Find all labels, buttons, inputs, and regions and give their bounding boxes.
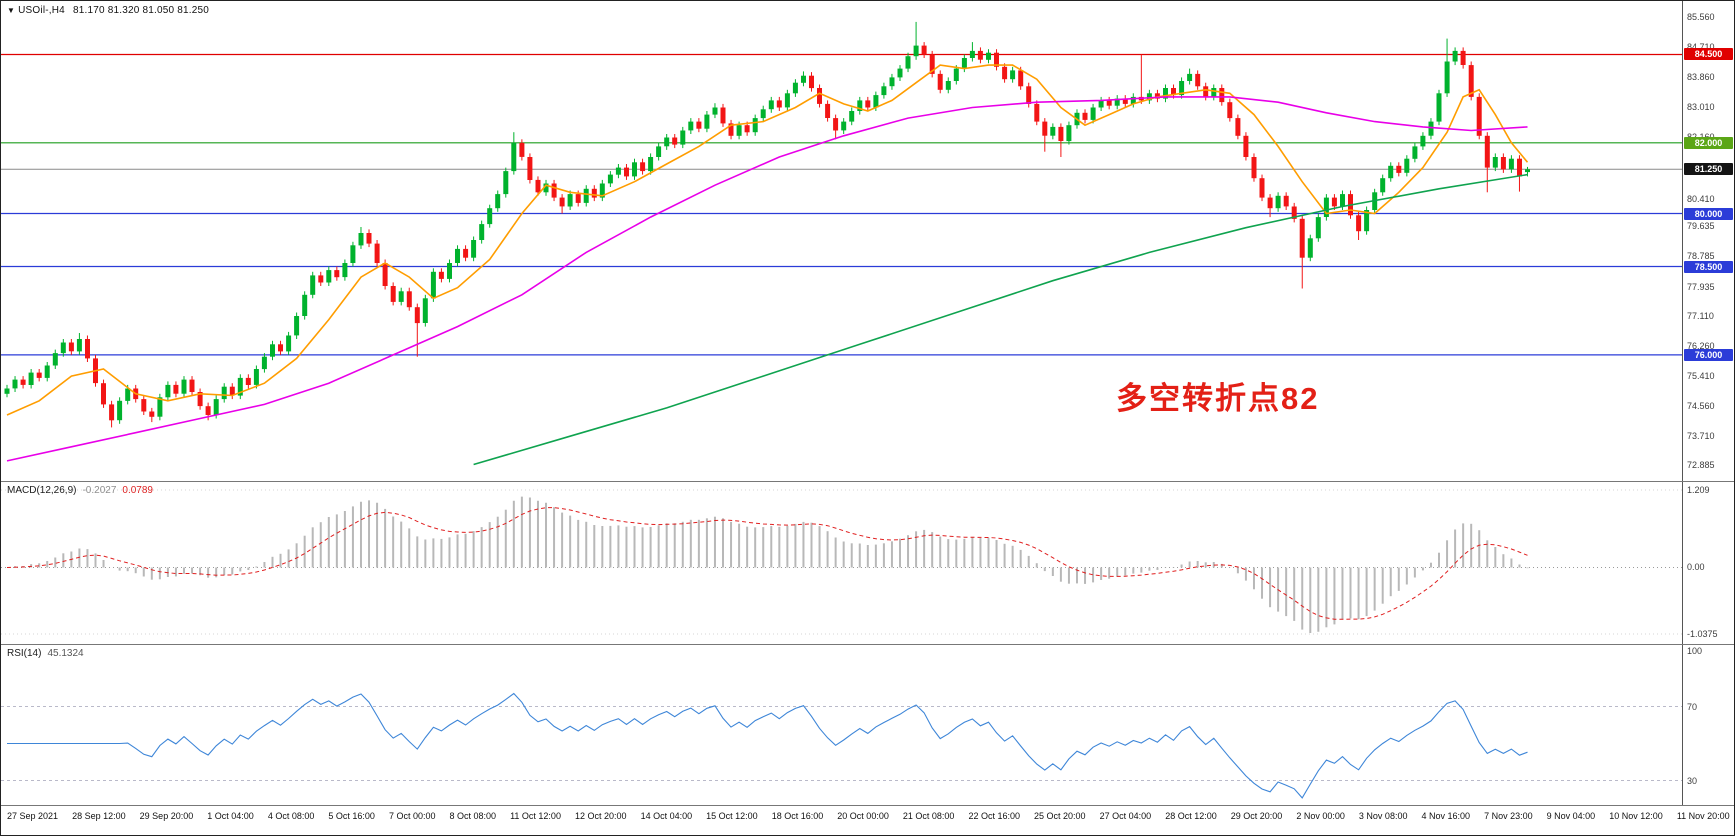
ohlc-values: 81.170 81.320 81.050 81.250 <box>72 5 210 16</box>
time-label: 11 Oct 12:00 <box>510 811 561 821</box>
price-badge: 78.500 <box>1684 260 1733 273</box>
price-tick: 76.260 <box>1687 340 1715 351</box>
macd-axis-tick: -1.0375 <box>1687 629 1718 639</box>
macd-chart-canvas[interactable] <box>1 482 1684 644</box>
symbol-label: USOil-,H4 <box>18 5 65 16</box>
price-axis[interactable]: 85.56084.71083.86083.01082.16081.31080.4… <box>1682 1 1734 481</box>
collapse-icon[interactable]: ▼ <box>7 6 16 15</box>
rsi-label: RSI(14) 45.1324 <box>7 648 84 659</box>
rsi-line <box>7 692 1528 799</box>
rsi-title: RSI(14) <box>7 648 42 659</box>
time-label: 27 Oct 04:00 <box>1099 811 1152 821</box>
macd-axis[interactable]: 1.209 0.00 -1.0375 <box>1682 482 1734 644</box>
time-label: 28 Oct 12:00 <box>1165 811 1217 821</box>
macd-histogram <box>14 496 1529 633</box>
price-tick: 85.560 <box>1687 12 1715 22</box>
price-badge: 84.500 <box>1684 48 1733 61</box>
time-label: 15 Oct 12:00 <box>706 811 758 821</box>
price-tick: 83.010 <box>1687 102 1715 113</box>
macd-axis-tick: 0.00 <box>1687 562 1705 573</box>
candlestick-series <box>4 21 1530 428</box>
time-label: 4 Nov 16:00 <box>1421 811 1471 821</box>
macd-pane[interactable]: 1.209 0.00 -1.0375 MACD(12,26,9) -0.2027 0.0… <box>1 482 1734 645</box>
time-label: 29 Oct 20:00 <box>1230 811 1283 821</box>
ma-line-fast-orange <box>6 64 1529 416</box>
macd-axis-tick: 1.209 <box>1687 485 1710 495</box>
horizontal-lines[interactable] <box>1 53 1684 356</box>
time-label: 29 Sep 20:00 <box>139 811 194 821</box>
time-label: 27 Sep 2021 <box>7 811 59 821</box>
macd-title: MACD(12,26,9) <box>7 485 77 496</box>
time-label: 2 Nov 00:00 <box>1296 811 1345 821</box>
macd-signal-line <box>6 507 1528 620</box>
time-label: 28 Sep 12:00 <box>72 811 126 821</box>
time-label: 5 Oct 16:00 <box>328 811 375 821</box>
time-label: 1 Oct 04:00 <box>207 811 254 821</box>
price-tick: 77.935 <box>1687 281 1715 292</box>
price-tick: 83.860 <box>1687 72 1715 83</box>
price-tick: 72.885 <box>1687 460 1715 470</box>
time-label: 22 Oct 16:00 <box>968 811 1020 821</box>
time-label: 4 Oct 08:00 <box>267 811 315 821</box>
time-label: 20 Oct 00:00 <box>837 811 889 821</box>
time-label: 7 Nov 23:00 <box>1484 811 1533 821</box>
rsi-value: 45.1324 <box>47 648 84 659</box>
time-label: 18 Oct 16:00 <box>771 811 824 821</box>
macd-signal-value: 0.0789 <box>122 485 153 496</box>
price-tick: 78.785 <box>1687 251 1715 262</box>
price-badge: 76.000 <box>1684 348 1733 361</box>
rsi-axis-tick: 100 <box>1687 646 1703 656</box>
price-tick: 73.710 <box>1687 430 1715 441</box>
macd-label: MACD(12,26,9) -0.2027 0.0789 <box>7 485 153 496</box>
time-label: 10 Nov 12:00 <box>1609 811 1663 821</box>
time-label: 21 Oct 08:00 <box>902 811 955 821</box>
price-tick: 77.110 <box>1687 310 1714 321</box>
macd-main-value: -0.2027 <box>82 485 117 496</box>
time-label: 8 Oct 08:00 <box>449 811 497 821</box>
ma-line-slow-green <box>473 173 1528 466</box>
price-pane[interactable]: 85.56084.71083.86083.01082.16081.31080.4… <box>1 1 1734 482</box>
price-tick: 74.560 <box>1687 400 1715 411</box>
time-label: 14 Oct 04:00 <box>640 811 693 821</box>
rsi-axis-tick: 70 <box>1687 701 1698 712</box>
price-tick: 75.410 <box>1687 370 1715 381</box>
time-label: 7 Oct 00:00 <box>388 811 436 821</box>
price-tick: 79.635 <box>1687 221 1715 232</box>
price-badge: 81.250 <box>1684 163 1733 176</box>
price-chart-canvas[interactable] <box>1 1 1684 481</box>
price-badge: 82.000 <box>1684 136 1733 149</box>
time-axis[interactable]: 27 Sep 2021 28 Sep 12:00 29 Sep 20:00 1 Oct… <box>1 806 1734 835</box>
time-label: 12 Oct 20:00 <box>574 811 627 821</box>
time-label: 25 Oct 20:00 <box>1034 811 1086 821</box>
annotation-text: 多空转折点82 <box>1116 381 1320 416</box>
symbol-info: ▼ USOil-,H4 81.170 81.320 81.050 81.250 <box>7 5 209 16</box>
ma-line-medium-magenta <box>6 96 1528 462</box>
rsi-axis-tick: 30 <box>1687 775 1698 786</box>
time-label: 3 Nov 08:00 <box>1358 811 1408 821</box>
rsi-pane[interactable]: 100 70 30 RSI(14) 45.1324 <box>1 645 1734 806</box>
rsi-chart-canvas[interactable] <box>1 645 1684 805</box>
price-tick: 80.410 <box>1687 194 1715 205</box>
time-label: 9 Nov 04:00 <box>1546 811 1596 821</box>
price-badge: 80.000 <box>1684 207 1733 220</box>
rsi-axis[interactable]: 100 70 30 <box>1682 645 1734 805</box>
time-label: 11 Nov 20:00 <box>1676 811 1730 821</box>
price-tick: 84.710 <box>1687 42 1715 53</box>
